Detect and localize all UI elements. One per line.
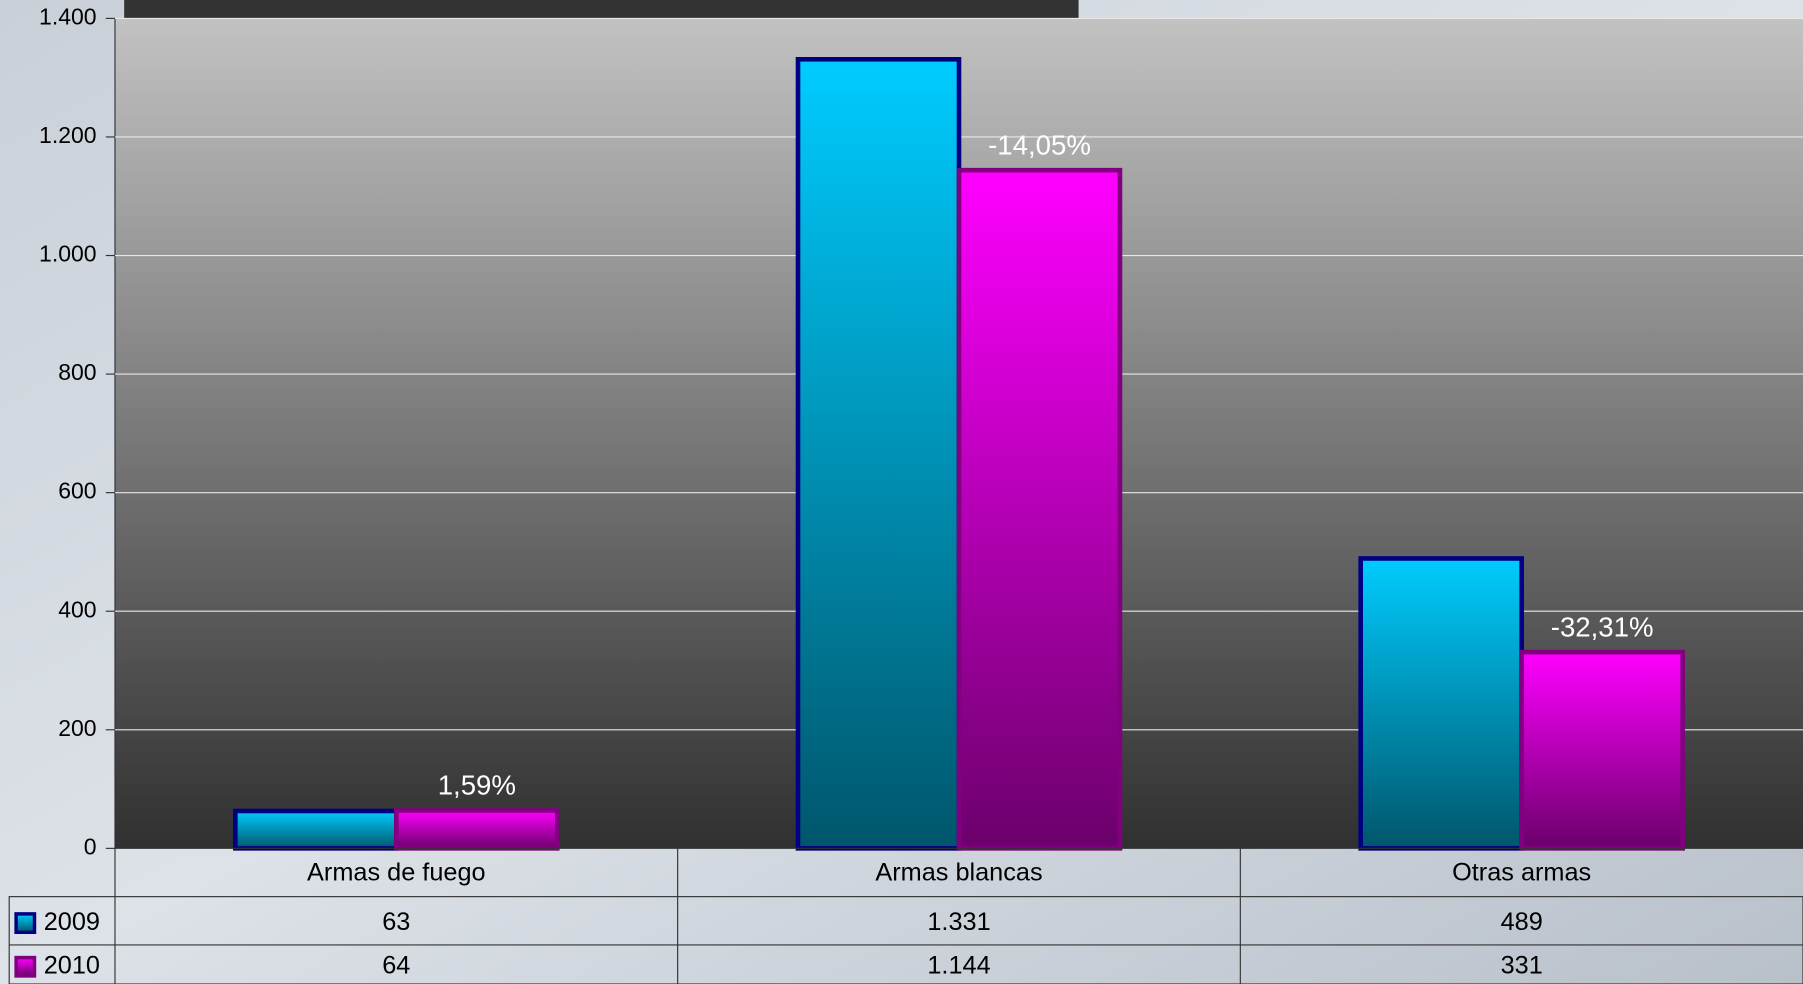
bar: [1519, 649, 1685, 851]
y-tick-label: 1.000: [39, 241, 97, 267]
annotation: -32,31%: [1551, 611, 1654, 642]
y-tick-label: 400: [58, 596, 96, 622]
y-tick-label: 800: [58, 359, 96, 385]
x-tick-label: Otras armas: [1452, 858, 1591, 886]
y-tick-label: 1.200: [39, 122, 97, 148]
annotation: 1,59%: [438, 770, 516, 801]
bar: [1358, 556, 1524, 851]
legend-label: 2009: [44, 908, 100, 936]
y-tick-label: 200: [58, 715, 96, 741]
legend-swatch: [14, 912, 37, 934]
legend-swatch: [14, 955, 37, 978]
table-value: 64: [382, 951, 410, 979]
table-value: 1.331: [927, 908, 990, 936]
bar: [233, 808, 399, 851]
table-value: 1.144: [927, 951, 990, 979]
y-tick-label: 600: [58, 478, 96, 504]
bar: [956, 167, 1123, 851]
x-tick-label: Armas de fuego: [307, 858, 486, 886]
table-value: 63: [382, 908, 410, 936]
legend-label: 2010: [44, 951, 100, 979]
bar: [394, 808, 560, 851]
y-tick-label: 1.400: [39, 3, 97, 29]
y-tick-label: 0: [84, 833, 97, 859]
x-tick-label: Armas blancas: [875, 858, 1042, 886]
annotation: -14,05%: [988, 129, 1091, 160]
title-box: [124, 0, 1079, 19]
table-value: 489: [1501, 908, 1543, 936]
table-value: 331: [1501, 951, 1543, 979]
bar: [795, 56, 962, 851]
